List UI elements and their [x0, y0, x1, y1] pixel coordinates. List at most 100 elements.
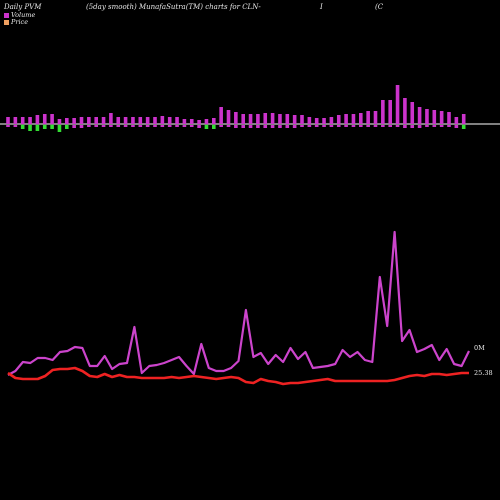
volume-bar [116, 117, 121, 124]
price-bar [42, 125, 47, 129]
price-bar [153, 125, 157, 127]
volume-bar [212, 118, 216, 124]
price-bar [131, 125, 135, 127]
price-bar [175, 125, 179, 127]
price-bar [50, 125, 54, 129]
volume-bar [344, 114, 348, 124]
volume-bar [417, 107, 422, 124]
price-bar [109, 125, 113, 127]
legend-price: Price [4, 18, 28, 26]
price-line [7, 366, 469, 386]
volume-bar [6, 117, 10, 124]
price-bar [219, 125, 223, 127]
price-bar [425, 125, 429, 127]
price-bar [329, 125, 334, 127]
price-bar [373, 125, 378, 127]
price-bar [351, 125, 356, 127]
volume-bar [285, 114, 290, 124]
price-bar [417, 125, 422, 128]
chart-title-main: (5day smooth) MunafaSutra(TM) charts for… [86, 3, 261, 11]
volume-end-label: 0M [474, 344, 485, 352]
volume-bar [167, 117, 172, 124]
volume-bar [300, 115, 304, 124]
volume-bar [359, 113, 363, 124]
volume-bar [403, 98, 407, 124]
volume-bar [35, 115, 40, 124]
price-bar [79, 125, 84, 128]
volume-bar [439, 111, 444, 124]
chart-title-left: Daily PVM [4, 3, 42, 11]
volume-bar [197, 120, 201, 124]
price-bar [381, 125, 385, 127]
price-bar [388, 125, 392, 127]
price-bar [20, 125, 25, 129]
price-bar [344, 125, 348, 127]
volume-bar [20, 117, 25, 124]
price-bar [138, 125, 143, 127]
price-bar [57, 125, 62, 132]
price-bar [35, 125, 40, 131]
volume-bar [329, 117, 334, 124]
volume-bar [57, 119, 62, 124]
volume-bar [256, 114, 260, 124]
volume-bar [234, 112, 238, 124]
volume-bar [109, 113, 113, 124]
price-bar [189, 125, 194, 127]
price-bar [6, 125, 10, 127]
volume-bar [351, 114, 356, 124]
volume-bar [292, 115, 297, 124]
volume-bar [410, 102, 415, 124]
volume-bar [381, 100, 385, 124]
price-end-label: 25.38 [474, 369, 493, 377]
price-bar [270, 125, 275, 128]
volume-bar [79, 117, 84, 124]
volume-bar [388, 100, 392, 124]
volume-bar [189, 119, 194, 124]
price-bar [403, 125, 407, 128]
price-bar [447, 125, 451, 127]
volume-bar [248, 114, 253, 124]
volume-bar [461, 114, 466, 124]
price-bar [432, 125, 437, 127]
price-bar [204, 125, 209, 129]
price-bar [359, 125, 363, 127]
volume-bar [432, 110, 437, 124]
price-bar [454, 125, 459, 128]
volume-bar [65, 118, 69, 124]
volume-bar [175, 117, 179, 124]
volume-bar [160, 116, 165, 124]
volume-bar [50, 114, 54, 124]
price-bar [145, 125, 150, 127]
volume-bar [395, 85, 400, 124]
volume-bar [131, 117, 135, 124]
volume-bar [204, 119, 209, 124]
volume-bar [373, 111, 378, 124]
price-bar [160, 125, 165, 127]
volume-bar [87, 117, 91, 124]
price-bar [65, 125, 69, 129]
price-bar [87, 125, 91, 127]
price-bar [212, 125, 216, 129]
price-bar [395, 125, 400, 127]
price-bar [28, 125, 32, 131]
price-bar [116, 125, 121, 127]
price-bar [167, 125, 172, 127]
legend-volume: Volume [4, 11, 35, 19]
volume-bar [145, 117, 150, 124]
volume-bar [13, 117, 18, 124]
volume-bar [123, 117, 128, 124]
price-bar [292, 125, 297, 128]
price-bar [285, 125, 290, 128]
price-bar [226, 125, 231, 127]
price-bar [241, 125, 245, 128]
volume-bar [241, 114, 245, 124]
volume-bar [138, 117, 143, 124]
price-bar [336, 125, 341, 127]
volume-bar [182, 119, 187, 124]
volume-bar [336, 115, 341, 124]
volume-bar [219, 107, 223, 124]
price-bar [461, 125, 466, 129]
volume-bar [314, 118, 319, 124]
